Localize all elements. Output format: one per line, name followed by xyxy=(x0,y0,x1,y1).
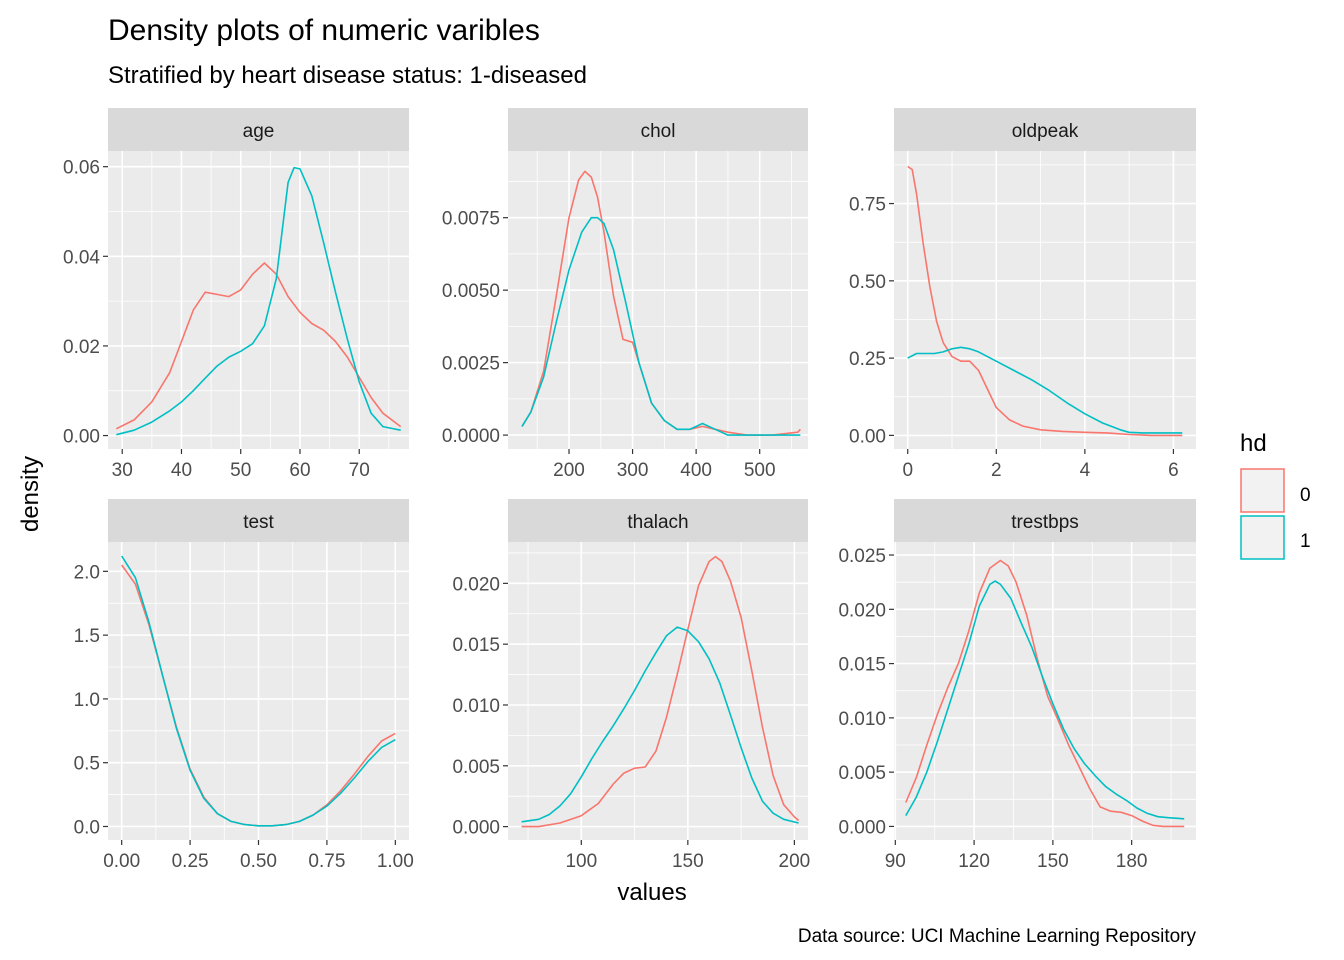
density-line-thalach-hd1 xyxy=(521,626,799,824)
y-tick-label: 0.25 xyxy=(849,349,886,370)
strip-label-trestbps: trestbps xyxy=(1011,512,1079,533)
y-tick-label: 0.75 xyxy=(849,195,886,216)
strip-label-test: test xyxy=(243,512,274,533)
y-tick-label: 0.0050 xyxy=(442,281,500,302)
strip-test xyxy=(108,499,409,542)
y-tick-label: 0.010 xyxy=(452,696,500,717)
x-tick-label: 70 xyxy=(349,460,370,481)
y-tick-label: 0.02 xyxy=(63,337,100,358)
y-tick-label: 0.00 xyxy=(849,426,886,447)
legend-key-1 xyxy=(1240,515,1285,560)
y-tick-label: 0.04 xyxy=(63,247,100,268)
strip-label-age: age xyxy=(243,121,275,142)
y-tick-label: 0.025 xyxy=(838,546,886,567)
x-tick-label: 500 xyxy=(744,460,776,481)
x-tick-label: 40 xyxy=(171,460,192,481)
density-line-oldpeak-hd0 xyxy=(907,165,1183,437)
x-tick-label: 150 xyxy=(672,851,704,872)
y-tick-label: 0.015 xyxy=(838,655,886,676)
panel-bg-chol xyxy=(508,151,808,449)
y-tick-label: 0.0075 xyxy=(442,209,500,230)
panel-bg-age xyxy=(108,151,409,449)
panel-chol: chol 200 300 400 500 0.0000 0.0025 0.0050 0.0075 xyxy=(442,108,808,481)
density-line-trestbps-hd1 xyxy=(905,580,1185,820)
x-tick-label: 6 xyxy=(1168,460,1179,481)
y-tick-label: 0.50 xyxy=(849,272,886,293)
x-tick-label: 0.25 xyxy=(172,851,209,872)
x-tick-label: 0.75 xyxy=(308,851,345,872)
y-tick-label: 0.000 xyxy=(838,817,886,838)
x-tick-label: 60 xyxy=(289,460,310,481)
x-tick-label: 120 xyxy=(958,851,990,872)
y-tick-label: 0.010 xyxy=(838,709,886,730)
y-tick-label: 0.020 xyxy=(452,574,500,595)
y-tick-label: 0.5 xyxy=(74,754,100,775)
x-tick-label: 180 xyxy=(1116,851,1148,872)
y-tick-label: 0.0 xyxy=(74,817,100,838)
x-tick-label: 0.00 xyxy=(103,851,140,872)
x-tick-label: 150 xyxy=(1037,851,1069,872)
y-tick-label: 0.0025 xyxy=(442,354,500,375)
y-tick-label: 0.000 xyxy=(452,818,500,839)
panel-bg-oldpeak xyxy=(894,151,1196,449)
x-tick-label: 300 xyxy=(617,460,649,481)
chart-subtitle: Stratified by heart disease status: 1-di… xyxy=(108,62,587,89)
density-line-age-hd1 xyxy=(116,166,401,436)
y-tick-label: 1.5 xyxy=(74,626,100,647)
density-line-chol-hd0 xyxy=(521,170,801,436)
strip-thalach xyxy=(508,499,808,542)
density-line-test-hd1 xyxy=(121,555,396,827)
panel-test: test 0.00 0.25 0.50 0.75 1.00 0.0 0.5 1.0 1.5 2.0 xyxy=(74,499,414,872)
x-tick-label: 90 xyxy=(885,851,906,872)
strip-oldpeak xyxy=(894,108,1196,151)
y-tick-label: 0.005 xyxy=(452,757,500,778)
strip-label-oldpeak: oldpeak xyxy=(1012,121,1079,142)
y-tick-label: 0.0000 xyxy=(442,426,500,447)
x-tick-label: 0 xyxy=(902,460,913,481)
legend-label-1: 1 xyxy=(1300,531,1311,552)
legend-title: hd xyxy=(1240,430,1267,457)
panel-bg-thalach xyxy=(508,542,808,840)
x-tick-label: 0.50 xyxy=(240,851,277,872)
density-line-oldpeak-hd1 xyxy=(907,346,1183,434)
strip-label-chol: chol xyxy=(641,121,676,142)
strip-age xyxy=(108,108,409,151)
x-tick-label: 100 xyxy=(565,851,597,872)
y-tick-label: 0.00 xyxy=(63,427,100,448)
x-tick-label: 4 xyxy=(1080,460,1091,481)
x-tick-label: 30 xyxy=(112,460,133,481)
x-axis-title: values xyxy=(617,879,686,906)
legend: hd 0 1 xyxy=(1240,430,1311,560)
density-line-thalach-hd0 xyxy=(521,555,800,828)
panel-age: age 30 40 50 60 70 0.00 0.02 0.04 0.06 xyxy=(63,108,409,481)
strip-label-thalach: thalach xyxy=(627,512,688,533)
panel-oldpeak: oldpeak 0 2 4 6 0.00 0.25 0.50 0.75 xyxy=(849,108,1196,481)
y-axis-title: density xyxy=(17,456,44,532)
density-line-chol-hd1 xyxy=(521,216,801,436)
x-tick-label: 200 xyxy=(779,851,811,872)
y-tick-label: 0.015 xyxy=(452,635,500,656)
strip-trestbps xyxy=(894,499,1196,542)
chart-title: Density plots of numeric varibles xyxy=(108,14,540,47)
y-tick-label: 0.06 xyxy=(63,158,100,179)
panel-thalach: thalach 100 150 200 0.000 0.005 0.010 0.015 0.02… xyxy=(452,499,810,872)
x-tick-label: 50 xyxy=(230,460,251,481)
panel-trestbps: trestbps 90 120 150 180 0.000 0.005 0.010 0.015 0… xyxy=(838,499,1196,872)
legend-key-0 xyxy=(1240,468,1285,513)
y-tick-label: 0.005 xyxy=(838,763,886,784)
density-line-age-hd0 xyxy=(115,262,402,430)
chart-caption: Data source: UCI Machine Learning Reposi… xyxy=(798,926,1197,947)
y-tick-label: 1.0 xyxy=(74,690,100,711)
x-tick-label: 200 xyxy=(553,460,585,481)
x-tick-label: 2 xyxy=(991,460,1002,481)
x-tick-label: 400 xyxy=(680,460,712,481)
x-tick-label: 1.00 xyxy=(377,851,414,872)
y-tick-label: 0.020 xyxy=(838,600,886,621)
strip-chol xyxy=(508,108,808,151)
y-tick-label: 2.0 xyxy=(74,562,100,583)
legend-label-0: 0 xyxy=(1300,485,1311,506)
